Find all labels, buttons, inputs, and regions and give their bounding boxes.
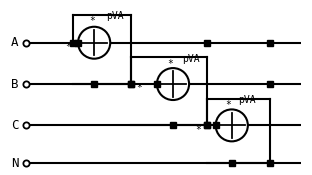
Text: pVA: pVA xyxy=(238,95,256,105)
Ellipse shape xyxy=(157,68,189,100)
Text: *: * xyxy=(136,83,142,93)
Text: C: C xyxy=(11,119,18,132)
Text: pVA: pVA xyxy=(182,54,200,64)
Text: *: * xyxy=(90,16,95,26)
Text: *: * xyxy=(195,125,201,135)
Text: N: N xyxy=(11,157,18,170)
Ellipse shape xyxy=(78,27,110,59)
Text: pVA: pVA xyxy=(106,11,124,21)
Text: *: * xyxy=(167,59,173,69)
Text: *: * xyxy=(65,42,71,52)
Text: A: A xyxy=(11,36,18,49)
Text: B: B xyxy=(11,78,18,90)
Text: *: * xyxy=(226,100,232,110)
Ellipse shape xyxy=(216,109,248,141)
